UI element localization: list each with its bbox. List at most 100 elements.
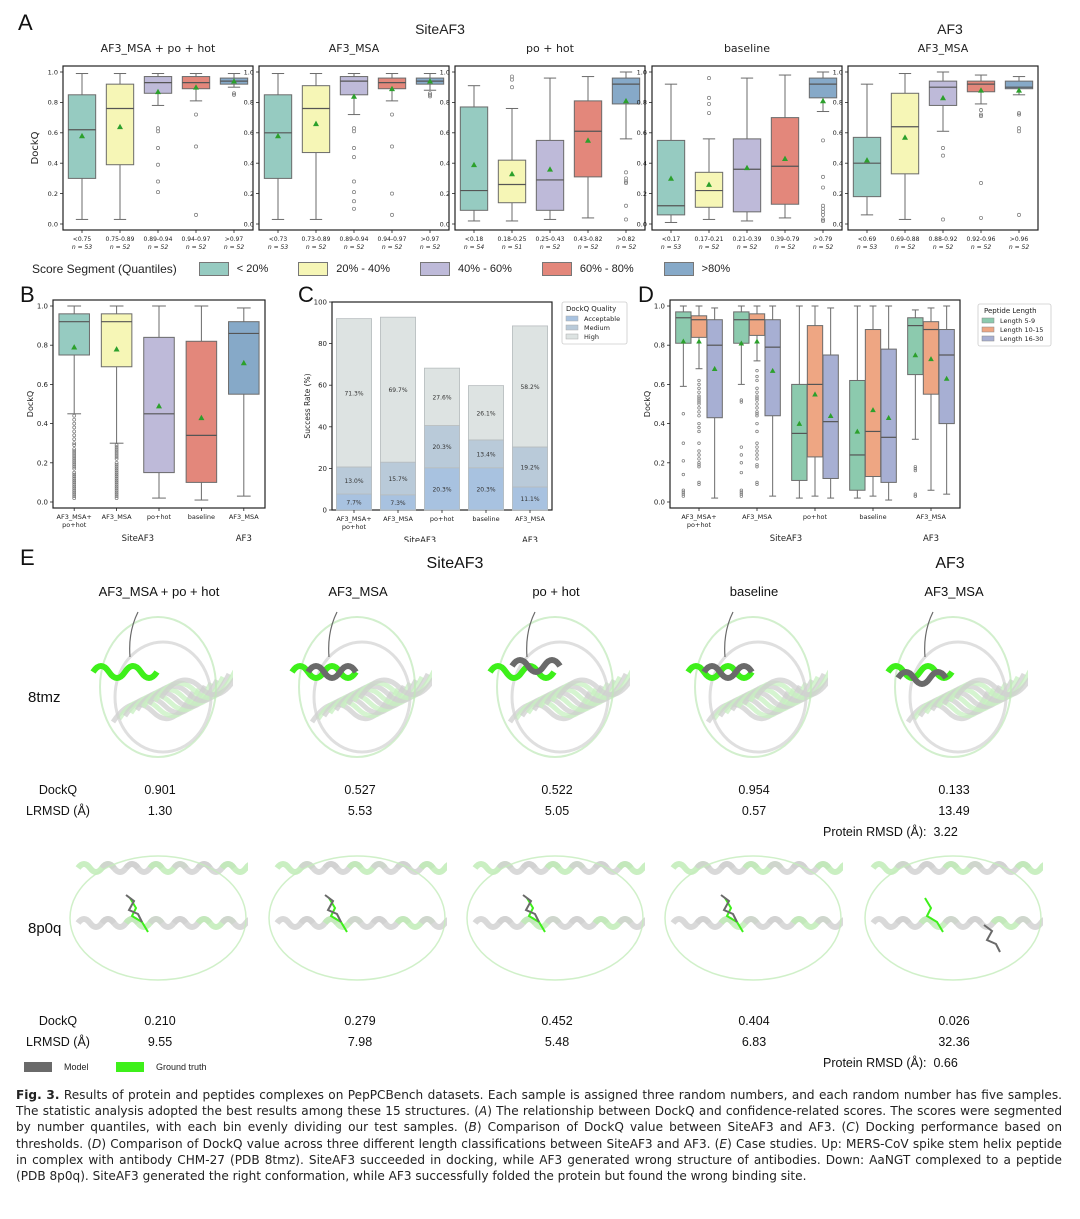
bar-segment-medium bbox=[423, 425, 460, 469]
outlier-point bbox=[114, 488, 119, 493]
panel-e-legend-model: Model bbox=[24, 1062, 89, 1072]
outlier-point bbox=[697, 378, 701, 383]
outlier-point bbox=[755, 398, 759, 402]
bar-segment-high bbox=[423, 367, 460, 426]
mean-marker bbox=[978, 87, 984, 93]
protein-outline bbox=[496, 616, 614, 758]
model-loop bbox=[129, 611, 139, 658]
outlier-point bbox=[739, 461, 743, 465]
y-tick-label: 1.0 bbox=[833, 68, 843, 76]
model-helix bbox=[895, 669, 949, 687]
outlier-point bbox=[1017, 111, 1021, 115]
legend-swatch bbox=[981, 317, 995, 324]
dockq-value: 0.522 bbox=[541, 783, 573, 797]
n-label: n = 52 bbox=[813, 244, 833, 251]
y-tick-label: 0.4 bbox=[48, 159, 58, 167]
y-tick-label: 20 bbox=[318, 465, 327, 473]
outlier-point bbox=[755, 482, 759, 487]
outlier-point bbox=[913, 467, 917, 471]
outlier-point bbox=[755, 463, 759, 467]
bar-data-label: 20.3% bbox=[432, 444, 451, 451]
legend-item-seg-3: 60% - 80% bbox=[541, 262, 634, 276]
outlier-point bbox=[707, 111, 711, 115]
ground-truth-peptide bbox=[328, 897, 348, 933]
y-tick-label: 0.0 bbox=[37, 498, 48, 506]
structure-image-8p0q-4 bbox=[864, 855, 1043, 981]
outlier-point bbox=[72, 453, 77, 457]
legend-label: Medium bbox=[584, 324, 610, 332]
n-label: n = 52 bbox=[110, 244, 130, 251]
x-tick-label: 0.94-0.97 bbox=[182, 236, 211, 243]
x-tick-label: 0.39-0.79 bbox=[771, 236, 800, 243]
y-tick-label: 0.2 bbox=[833, 190, 843, 198]
structure-image-8tmz-1 bbox=[289, 611, 432, 758]
outlier-point bbox=[232, 91, 236, 96]
outlier-point bbox=[739, 494, 743, 498]
outlier-point bbox=[697, 414, 701, 418]
outlier-point bbox=[681, 472, 685, 477]
box bbox=[732, 138, 762, 213]
outlier-point bbox=[755, 414, 759, 418]
mean-marker bbox=[198, 414, 205, 421]
outlier-point bbox=[755, 396, 759, 400]
x-tick-label: AF3_MSA bbox=[916, 513, 946, 521]
model-swatch bbox=[24, 1062, 52, 1072]
outlier-point bbox=[755, 449, 759, 453]
mean-marker bbox=[585, 137, 591, 143]
y-tick-label: 0.4 bbox=[654, 420, 666, 428]
outlier-point bbox=[114, 453, 119, 457]
outlier-point bbox=[72, 458, 77, 463]
y-tick-label: 0.4 bbox=[833, 159, 843, 167]
legend-title: Score Segment (Quantiles) bbox=[32, 262, 177, 276]
legend-label: Length 10-15 bbox=[1000, 326, 1043, 334]
y-axis-label: DockQ bbox=[30, 131, 41, 164]
n-label: n = 52 bbox=[971, 244, 991, 251]
protein-cartoon bbox=[268, 855, 447, 981]
x-tick-label: po+hot bbox=[62, 521, 87, 529]
y-tick-label: 80 bbox=[318, 340, 327, 348]
y-tick-label: 0.8 bbox=[37, 342, 48, 350]
y-tick-label: 60 bbox=[318, 382, 327, 390]
outlier-point bbox=[194, 144, 198, 149]
outlier-point bbox=[114, 476, 119, 481]
outlier-point bbox=[821, 217, 825, 222]
box bbox=[100, 313, 133, 368]
outlier-point bbox=[72, 460, 77, 465]
outlier-point bbox=[72, 447, 77, 451]
outlier-point bbox=[72, 472, 77, 477]
y-tick-label: 0.0 bbox=[654, 498, 665, 506]
outlier-point bbox=[755, 453, 759, 457]
beta-strand bbox=[953, 676, 1028, 700]
outlier-point bbox=[72, 480, 77, 485]
model-loop bbox=[526, 611, 536, 658]
outlier-point bbox=[697, 441, 701, 445]
outlier-point bbox=[114, 468, 119, 473]
outlier-point bbox=[72, 478, 77, 483]
y-tick-label: 0.4 bbox=[637, 159, 647, 167]
y-tick-label: 0.2 bbox=[440, 190, 450, 198]
outlier-point bbox=[624, 203, 628, 208]
x-tick-label: 0.89-0.94 bbox=[144, 236, 173, 243]
outlier-point bbox=[913, 492, 917, 496]
outlier-point bbox=[72, 413, 77, 418]
y-tick-label: 0.8 bbox=[48, 99, 58, 107]
mean-marker bbox=[696, 338, 702, 344]
mean-marker bbox=[117, 123, 123, 130]
outlier-point bbox=[72, 488, 77, 493]
outlier-point bbox=[697, 463, 701, 467]
ground-truth-peptide bbox=[924, 897, 944, 933]
mean-marker bbox=[820, 97, 826, 104]
x-group-label: AF3 bbox=[522, 536, 538, 542]
n-label: n = 52 bbox=[775, 244, 795, 251]
alpha-helix bbox=[814, 916, 843, 930]
legend-swatch bbox=[541, 262, 572, 276]
protein-cartoon bbox=[90, 611, 233, 758]
y-tick-label: 0.4 bbox=[37, 420, 49, 428]
model-helix bbox=[509, 657, 563, 675]
outlier-point bbox=[352, 206, 356, 211]
x-tick-label: <0.75 bbox=[73, 236, 92, 243]
outlier-point bbox=[697, 461, 701, 465]
model-peptide bbox=[720, 894, 738, 923]
bar-data-label: 15.7% bbox=[388, 476, 407, 483]
